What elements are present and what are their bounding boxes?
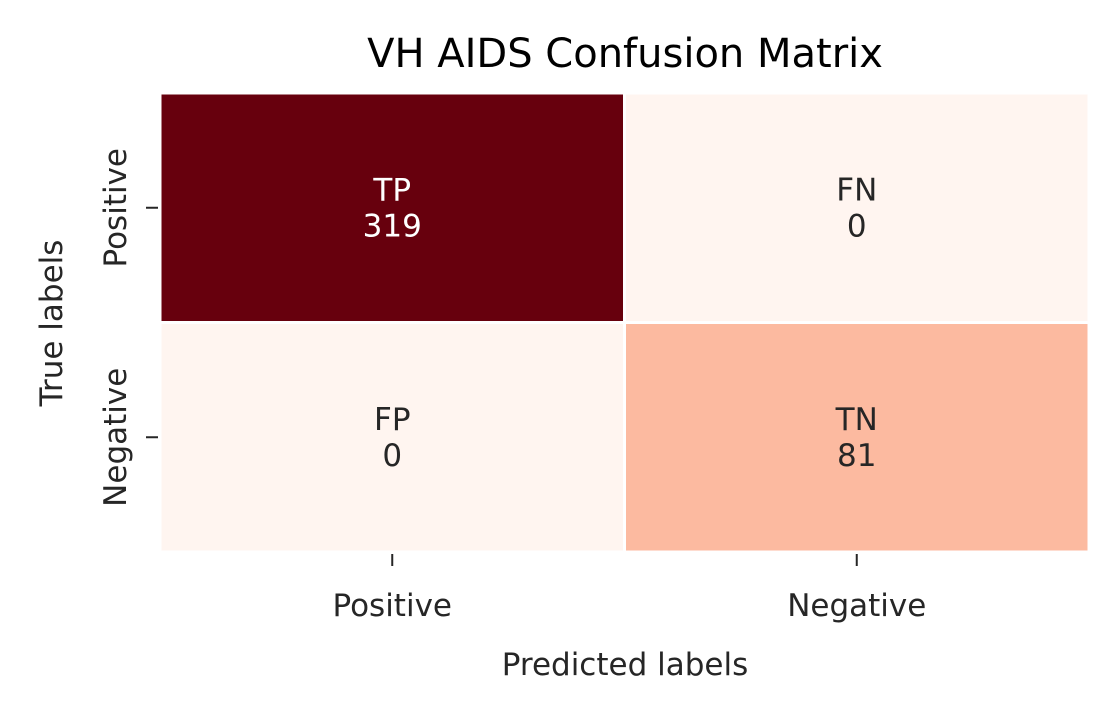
y-tick-label-positive: Positive [98, 148, 134, 268]
cell-tn-value: 81 [837, 438, 876, 474]
x-axis-ticks: Positive Negative [332, 554, 926, 624]
cell-fp-value: 0 [382, 438, 402, 474]
x-tick-label-positive: Positive [332, 588, 452, 624]
cell-tn [623, 321, 1091, 554]
cell-fn-label: FN [836, 172, 877, 208]
cell-tp [158, 91, 626, 324]
y-axis-label: True labels [34, 240, 70, 408]
y-tick-label-negative: Negative [98, 368, 134, 507]
x-axis-label: Predicted labels [502, 647, 749, 683]
cell-fp-label: FP [374, 402, 411, 438]
cell-tn-label: TN [835, 402, 878, 438]
cell-tp-value: 319 [363, 208, 422, 244]
cell-tp-label: TP [372, 172, 411, 208]
cell-fp [158, 321, 626, 554]
x-tick-label-negative: Negative [787, 588, 926, 624]
cell-fn [623, 91, 1091, 324]
cell-fn-value: 0 [847, 208, 867, 244]
y-axis-ticks: Positive Negative [98, 148, 158, 507]
chart-title: VH AIDS Confusion Matrix [367, 31, 883, 77]
